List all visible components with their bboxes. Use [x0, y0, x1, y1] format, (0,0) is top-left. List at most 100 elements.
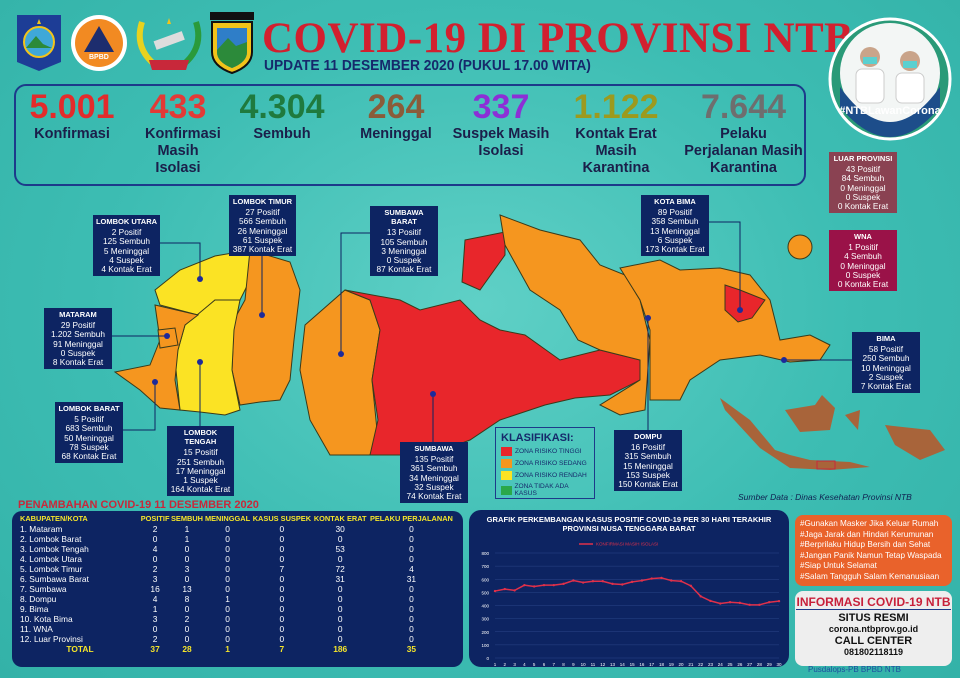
y-tick-label: 200: [481, 630, 489, 635]
table-cell: 0: [225, 604, 230, 614]
region-kontak-erat: 0 Kontak Erat: [837, 279, 889, 290]
y-tick-label: 700: [481, 564, 489, 569]
table-row: 7. Sumbawa 16 13 0 0 0 0: [20, 584, 455, 594]
data-point: [728, 601, 732, 604]
region-name: LOMBOK BARAT: [58, 404, 120, 413]
region-positif: 1 Positif: [848, 242, 878, 253]
stat-label: Kontak Erat Masih Karantina: [575, 126, 657, 176]
table-cell: 0: [409, 534, 414, 544]
region-positif: 15 Positif: [183, 447, 218, 458]
info-panel: INFORMASI COVID-19 NTB SITUS RESMI coron…: [795, 591, 952, 666]
column-header: KONTAK ERAT: [313, 514, 367, 523]
x-tick-label: 30: [776, 662, 782, 667]
x-tick-label: 1: [494, 662, 497, 667]
x-tick-label: 5: [533, 662, 536, 667]
legend-item-high: ZONA RISIKO TINGGI: [501, 447, 589, 456]
region-suspek: 0 Suspek: [60, 347, 96, 358]
table-cell: 30: [335, 524, 345, 534]
x-tick-label: 8: [562, 662, 565, 667]
table-cell: 0: [409, 604, 414, 614]
region-kontak-erat: 8 Kontak Erat: [52, 357, 104, 368]
region-name: BIMA: [876, 334, 896, 343]
table-cell: 4: [152, 544, 158, 554]
table-cell: 0: [279, 544, 285, 554]
table-cell: 5. Lombok Timur: [20, 564, 83, 574]
table-cell: 0: [337, 604, 343, 614]
bpbd-logo: BPBD: [70, 14, 128, 72]
data-point: [591, 580, 595, 583]
table-cell: 0: [337, 594, 343, 604]
call-center-number[interactable]: 081802118119: [843, 647, 904, 657]
x-tick-label: 2: [504, 662, 507, 667]
data-point: [513, 589, 516, 592]
column-header: MENINGGAL: [204, 514, 251, 523]
region-kontak-erat: 173 Kontak Erat: [645, 244, 705, 255]
site-link[interactable]: corona.ntbprov.go.id: [828, 624, 919, 634]
region-name: SUMBAWA BARAT: [384, 208, 424, 227]
table-row: 5. Lombok Timur 2 3 0 7 72 4: [20, 564, 455, 574]
table-cell: 4. Lombok Utara: [20, 554, 82, 564]
table-cell: TOTAL: [66, 644, 94, 654]
table-cell: 1: [225, 594, 230, 604]
legend-swatch: [501, 459, 512, 468]
region-positif: 27 Positif: [245, 207, 280, 218]
data-point: [738, 601, 742, 605]
region-sembuh: 4 Sembuh: [844, 251, 882, 262]
table-row: 6. Sumbawa Barat 3 0 0 0 31 31: [20, 574, 455, 584]
data-point: [621, 583, 624, 586]
table-total-row: TOTAL 37 28 1 7 186 35: [20, 644, 455, 654]
table-cell: 0: [225, 624, 230, 634]
table-row: 9. Bima 1 0 0 0 0 0: [20, 604, 455, 614]
table-row: 11. WNA 0 0 0 0 0 0: [20, 624, 455, 634]
table-cell: 0: [184, 634, 190, 644]
stat-value: 5.001: [29, 88, 115, 126]
table-cell: 0: [184, 574, 190, 584]
data-point: [719, 602, 722, 605]
table-cell: 0: [409, 634, 414, 644]
x-tick-label: 20: [679, 662, 685, 667]
map-sangeang-island: [787, 234, 813, 260]
x-tick-label: 19: [669, 662, 675, 667]
table-cell: 0: [337, 534, 343, 544]
x-tick-label: 25: [728, 662, 734, 667]
data-point: [630, 580, 634, 584]
data-point: [611, 582, 614, 586]
data-point: [601, 580, 604, 583]
table-cell: 3: [184, 564, 190, 574]
stat-label: Konfirmasi: [34, 126, 110, 142]
map-indonesia-inset: [720, 395, 945, 470]
table-cell: 7: [279, 644, 285, 654]
region-meninggal: 34 Meninggal: [409, 472, 459, 483]
table-cell: 8: [184, 594, 190, 604]
stat-label: Konfirmasi Masih Isolasi: [145, 126, 221, 176]
table-cell: 6. Sumbawa Barat: [20, 574, 89, 584]
x-tick-label: 9: [572, 662, 575, 667]
table-cell: 0: [337, 554, 343, 564]
region-meninggal: 13 Meninggal: [650, 225, 700, 236]
table-cell: 186: [333, 644, 348, 654]
region-sembuh: 566 Sembuh: [238, 216, 287, 227]
map-lombok-barat: [113, 304, 200, 411]
stat-konfirmasi: 5.001 Konfirmasi: [16, 88, 128, 143]
region-lombok-tengah: LOMBOK TENGAH 15 Positif 251 Sembuh 17 Meni…: [167, 426, 234, 497]
data-point: [493, 589, 497, 593]
stat-meninggal: 264 Meninggal: [346, 88, 446, 143]
region-kontak-erat: 68 Kontak Erat: [61, 451, 117, 462]
region-kontak-erat: 4 Kontak Erat: [101, 264, 152, 275]
x-tick-label: 23: [708, 662, 714, 667]
region-sembuh: 125 Sembuh: [102, 236, 151, 247]
y-tick-label: 500: [481, 590, 489, 595]
region-name: LOMBOK TIMUR: [232, 197, 293, 206]
region-positif: 16 Positif: [630, 442, 666, 453]
stat-value: 1.122: [573, 88, 659, 126]
data-source: Sumber Data : Dinas Kesehatan Provinsi N…: [738, 492, 912, 502]
tip: #Gunakan Masker Jika Keluar Rumah: [800, 519, 939, 528]
x-tick-label: 17: [649, 662, 655, 667]
zone-legend: KLASIFIKASI: ZONA RISIKO TINGGI ZONA RIS…: [495, 427, 595, 499]
x-tick-label: 24: [718, 662, 724, 667]
region-lombok-utara: LOMBOK UTARA 2 Positif 125 Sembuh 5 Meningg…: [93, 215, 160, 277]
region-sembuh: 250 Sembuh: [862, 353, 910, 364]
table-cell: 3. Lombok Tengah: [20, 544, 89, 554]
table-cell: 31: [335, 574, 345, 584]
table-row: 3. Lombok Tengah 4 0 0 0 53 0: [20, 544, 455, 554]
